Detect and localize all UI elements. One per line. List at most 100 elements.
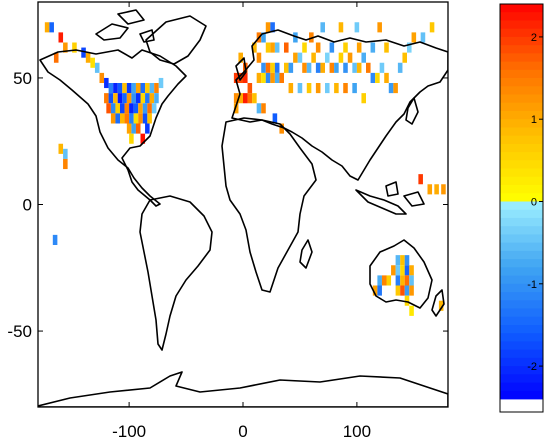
coastline-new-zealand xyxy=(431,289,445,317)
data-cell xyxy=(81,47,86,58)
data-cell xyxy=(120,113,125,124)
data-cell xyxy=(115,103,120,114)
data-cell xyxy=(384,72,389,84)
data-cell xyxy=(129,103,134,114)
data-cell xyxy=(315,42,321,53)
y-tick-label: 0 xyxy=(23,196,32,215)
colorbar-tick-label: -2 xyxy=(527,361,537,373)
colorbar-swatch xyxy=(500,119,543,128)
data-cell xyxy=(126,93,132,104)
colorbar-swatch xyxy=(500,168,543,178)
colorbar-swatch xyxy=(500,267,543,276)
data-cell xyxy=(343,42,348,53)
colorbar-swatch xyxy=(500,193,543,202)
data-cell xyxy=(63,42,68,53)
data-cell xyxy=(302,62,307,73)
data-cell xyxy=(388,83,394,94)
data-cell xyxy=(129,133,134,144)
data-cell xyxy=(94,62,100,73)
data-cell xyxy=(261,72,266,84)
data-cell xyxy=(395,265,401,276)
colorbar-swatch xyxy=(500,250,543,260)
data-cell xyxy=(386,275,392,286)
colorbar-swatch xyxy=(500,12,543,21)
colorbar-swatch xyxy=(500,259,543,268)
data-cell xyxy=(375,72,380,84)
data-cell xyxy=(284,42,289,53)
data-cell xyxy=(108,93,114,104)
data-cell xyxy=(400,285,405,296)
data-cell xyxy=(320,22,325,33)
data-cell xyxy=(306,62,312,73)
coastline-japan xyxy=(405,97,419,125)
data-cell xyxy=(261,103,266,114)
data-cell xyxy=(133,113,139,124)
data-cell xyxy=(135,93,141,104)
data-cell xyxy=(147,103,152,114)
data-cell xyxy=(252,42,257,53)
data-cell xyxy=(427,184,433,195)
data-cell xyxy=(238,93,243,104)
anomaly-cells xyxy=(44,22,446,316)
colorbar-swatch xyxy=(500,53,543,63)
data-cell xyxy=(104,93,109,104)
data-cell xyxy=(284,62,289,73)
coastline-australia xyxy=(369,239,433,309)
colorbar-swatch xyxy=(500,143,543,153)
data-cell xyxy=(44,22,50,33)
y-tick-label: -50 xyxy=(7,322,32,341)
data-cell xyxy=(270,42,275,53)
data-cell xyxy=(377,22,382,33)
data-cell xyxy=(142,113,148,124)
data-cell xyxy=(233,72,239,84)
data-cell xyxy=(343,83,348,94)
data-cell xyxy=(265,62,271,73)
data-cell xyxy=(261,62,266,73)
data-cell xyxy=(400,275,405,286)
x-tick-label: 100 xyxy=(343,422,371,441)
colorbar-swatch xyxy=(500,185,543,194)
coastline-antarctica xyxy=(38,371,448,407)
data-cell xyxy=(397,62,403,73)
data-cell xyxy=(104,77,109,89)
colorbar-swatch xyxy=(500,69,543,79)
colorbar-swatch xyxy=(500,152,543,161)
data-cell xyxy=(247,93,253,104)
data-cell xyxy=(302,42,307,53)
data-cell xyxy=(131,123,136,134)
data-cell xyxy=(409,275,414,286)
colorbar-swatch xyxy=(500,4,543,13)
data-cell xyxy=(270,62,275,73)
data-cell xyxy=(99,72,105,84)
data-cell xyxy=(404,265,410,276)
data-cell xyxy=(110,103,116,114)
colorbar-swatch xyxy=(500,176,543,186)
data-cell xyxy=(379,62,385,73)
data-cell xyxy=(404,285,410,296)
x-tick-label: 0 xyxy=(238,422,247,441)
data-cell xyxy=(233,93,239,104)
data-cell xyxy=(149,83,155,94)
data-cell xyxy=(274,72,280,84)
data-cell xyxy=(147,113,152,124)
coastline-madagascar xyxy=(299,239,313,269)
data-cell xyxy=(131,93,136,104)
data-cell xyxy=(411,32,417,43)
colorbar-swatch xyxy=(500,61,543,71)
data-cell xyxy=(279,72,284,84)
data-cell xyxy=(334,62,339,73)
y-axis: 50 0 -50 xyxy=(7,69,448,341)
data-cell xyxy=(85,52,91,63)
colorbar-gradient xyxy=(500,4,543,400)
data-cell xyxy=(124,103,130,114)
data-cell xyxy=(90,57,95,68)
data-cell xyxy=(252,93,257,104)
data-cell xyxy=(384,42,389,53)
colorbar-swatch xyxy=(500,242,543,252)
colorbar-swatch xyxy=(500,217,543,227)
data-cell xyxy=(274,62,280,73)
data-cell xyxy=(370,72,376,84)
data-cell xyxy=(270,22,275,33)
data-cell xyxy=(49,22,54,33)
data-cell xyxy=(265,72,271,84)
